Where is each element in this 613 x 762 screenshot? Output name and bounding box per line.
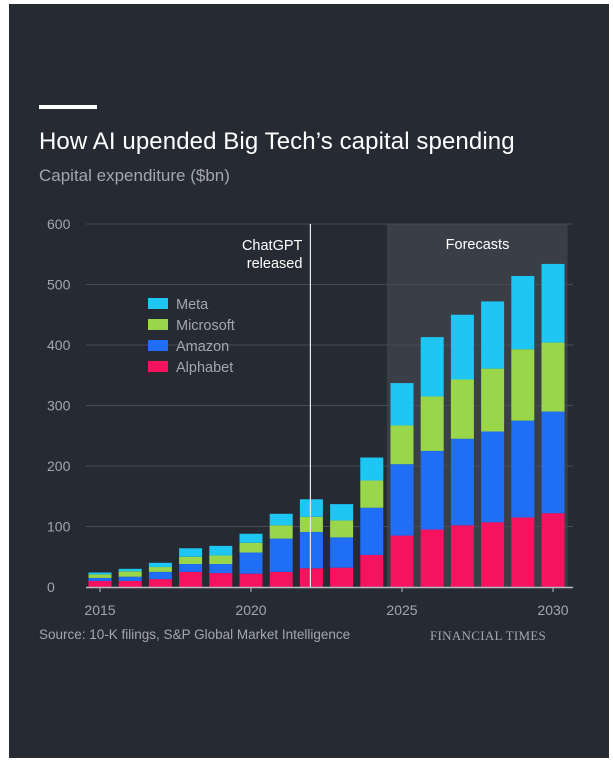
bar-alphabet-2030 — [541, 513, 565, 587]
legend-label-amazon: Amazon — [176, 339, 229, 355]
legend-label-meta: Meta — [176, 297, 209, 313]
bar-meta-2022 — [299, 499, 323, 517]
y-tick-label-400: 400 — [47, 337, 71, 353]
bar-meta-2016 — [118, 568, 142, 572]
legend-swatch-amazon — [148, 340, 168, 351]
bar-alphabet-2022 — [299, 568, 323, 587]
bar-alphabet-2019 — [209, 573, 233, 587]
bar-meta-2029 — [511, 276, 535, 350]
chart-subtitle: Capital expenditure ($bn) — [39, 166, 230, 185]
y-tick-label-0: 0 — [47, 579, 55, 595]
bar-microsoft-2023 — [330, 520, 354, 538]
source-note: Source: 10-K filings, S&P Global Market … — [39, 627, 351, 642]
bar-microsoft-2016 — [118, 571, 142, 577]
bar-alphabet-2015 — [88, 580, 112, 587]
bar-meta-2030 — [541, 263, 565, 343]
bar-amazon-2029 — [511, 420, 535, 518]
bar-meta-2015 — [88, 572, 112, 575]
y-tick-label-500: 500 — [47, 277, 71, 293]
bar-meta-2023 — [330, 504, 354, 521]
bar-microsoft-2029 — [511, 349, 535, 421]
bar-microsoft-2022 — [299, 516, 323, 532]
bar-amazon-2018 — [179, 564, 203, 572]
bar-amazon-2015 — [88, 577, 112, 581]
bar-microsoft-2017 — [148, 567, 172, 572]
bar-microsoft-2015 — [88, 574, 112, 578]
bar-alphabet-2021 — [269, 571, 293, 587]
bar-amazon-2020 — [239, 552, 263, 574]
bar-amazon-2023 — [330, 537, 354, 568]
legend-swatch-microsoft — [148, 319, 168, 330]
x-tick-label-2020: 2020 — [235, 602, 266, 618]
bar-amazon-2030 — [541, 411, 565, 514]
bar-alphabet-2023 — [330, 567, 354, 587]
bar-microsoft-2024 — [360, 480, 384, 508]
bar-alphabet-2027 — [450, 525, 474, 587]
chatgpt-label-line-2: released — [247, 256, 303, 272]
bar-alphabet-2029 — [511, 517, 535, 587]
bar-meta-2019 — [209, 545, 233, 556]
bar-microsoft-2021 — [269, 525, 293, 539]
bar-meta-2021 — [269, 513, 293, 526]
legend-label-microsoft: Microsoft — [176, 318, 235, 334]
bar-microsoft-2030 — [541, 342, 565, 412]
bar-meta-2020 — [239, 533, 263, 543]
chart-title: How AI upended Big Tech’s capital spendi… — [39, 128, 515, 155]
bar-alphabet-2024 — [360, 554, 384, 587]
bar-meta-2018 — [179, 548, 203, 557]
bar-meta-2026 — [420, 337, 444, 397]
bar-meta-2024 — [360, 457, 384, 481]
bar-amazon-2025 — [390, 464, 414, 536]
x-tick-label-2030: 2030 — [537, 602, 568, 618]
bar-alphabet-2025 — [390, 535, 414, 587]
bar-microsoft-2020 — [239, 542, 263, 553]
bar-alphabet-2016 — [118, 580, 142, 587]
bar-meta-2028 — [481, 301, 505, 369]
y-tick-label-200: 200 — [47, 458, 71, 474]
bar-microsoft-2028 — [481, 368, 505, 432]
bar-amazon-2017 — [148, 571, 172, 580]
y-tick-label-300: 300 — [47, 398, 71, 414]
bar-amazon-2019 — [209, 564, 233, 574]
publisher-logo: FINANCIAL TIMES — [430, 628, 547, 643]
bar-meta-2027 — [450, 314, 474, 380]
bar-meta-2017 — [148, 562, 172, 568]
bar-amazon-2027 — [450, 438, 474, 526]
bar-meta-2025 — [390, 383, 414, 426]
y-tick-label-100: 100 — [47, 519, 71, 535]
bar-microsoft-2025 — [390, 425, 414, 465]
legend-swatch-meta — [148, 298, 168, 309]
bar-alphabet-2017 — [148, 579, 172, 587]
bar-alphabet-2028 — [481, 522, 505, 587]
bar-microsoft-2018 — [179, 556, 203, 565]
bar-amazon-2024 — [360, 507, 384, 555]
bar-alphabet-2026 — [420, 529, 444, 587]
bar-microsoft-2026 — [420, 396, 444, 451]
bar-microsoft-2027 — [450, 379, 474, 439]
legend-label-alphabet: Alphabet — [176, 360, 233, 376]
bar-alphabet-2020 — [239, 573, 263, 587]
bar-alphabet-2018 — [179, 571, 203, 587]
x-tick-label-2025: 2025 — [386, 602, 417, 618]
bar-amazon-2028 — [481, 431, 505, 523]
chatgpt-label-line-1: ChatGPT — [242, 238, 303, 254]
x-tick-label-2015: 2015 — [84, 602, 115, 618]
bar-amazon-2022 — [299, 531, 323, 569]
bar-amazon-2021 — [269, 538, 293, 572]
bar-amazon-2026 — [420, 450, 444, 530]
forecasts-label: Forecasts — [446, 237, 510, 253]
bar-amazon-2016 — [118, 576, 142, 581]
legend-swatch-alphabet — [148, 361, 168, 372]
y-tick-label-600: 600 — [47, 216, 71, 232]
accent-bar — [39, 105, 97, 109]
bar-microsoft-2019 — [209, 555, 233, 565]
